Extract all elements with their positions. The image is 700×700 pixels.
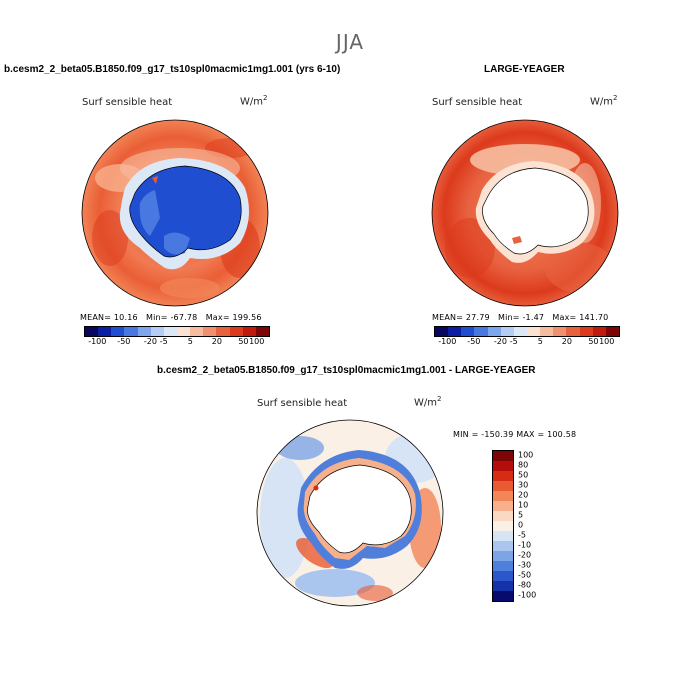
obs-colorbar-swatch (566, 327, 580, 336)
diff-colorbar-tick-label: 80 (518, 460, 529, 470)
diff-colorbar-swatch (493, 521, 513, 531)
diff-colorbar-tick-label: 5 (518, 510, 524, 520)
obs-colorbar-swatch (487, 327, 501, 336)
case-colorbar-swatch (242, 327, 256, 336)
diff-colorbar-swatch (493, 451, 513, 461)
diff-colorbar-swatch (493, 531, 513, 541)
obs-colorbar-swatch (579, 327, 593, 336)
obs-colorbar-tick-label: 100 (599, 337, 615, 346)
diff-colorbar-tick-label: 100 (518, 450, 534, 460)
case-colorbar-tick-label: -5 (159, 337, 168, 346)
case-colorbar-swatch (229, 327, 243, 336)
obs-colorbar-tick-label: -100 (438, 337, 457, 346)
case-panel-title: b.cesm2_2_beta05.B1850.f09_g17_ts10spl0m… (4, 64, 341, 75)
obs-units-label: W/m2 (590, 94, 618, 108)
obs-colorbar-swatch (500, 327, 514, 336)
case-colorbar-tick-label: 20 (211, 337, 222, 346)
diff-colorbar-tick-label: 50 (518, 470, 529, 480)
case-colorbar-swatch (111, 327, 125, 336)
case-colorbar-tick-label: -100 (88, 337, 107, 346)
obs-colorbar-tick-label: -5 (509, 337, 518, 346)
case-colorbar: -100 -50 -20 -5 5 20 50 100 (84, 326, 270, 347)
case-colorbar-tick-label: -20 (143, 337, 157, 346)
obs-colorbar-swatch (592, 327, 606, 336)
case-colorbar-swatch (85, 327, 99, 336)
diff-colorbar-swatch (493, 481, 513, 491)
diff-colorbar-tick-label: -20 (518, 550, 532, 560)
diff-colorbar-tick-label: -100 (518, 590, 537, 600)
diff-colorbar-swatch (493, 471, 513, 481)
diff-colorbar-swatch (493, 561, 513, 571)
diff-colorbar-swatch (493, 491, 513, 501)
case-colorbar-swatch (124, 327, 138, 336)
case-units-label: W/m2 (240, 94, 268, 108)
obs-panel-title: LARGE-YEAGER (484, 64, 565, 75)
diff-colorbar-swatch (493, 461, 513, 471)
obs-colorbar-swatch (435, 327, 449, 336)
obs-polar-map (431, 119, 619, 307)
obs-colorbar-tick-label: 50 (588, 337, 599, 346)
case-colorbar-swatch (203, 327, 217, 336)
case-colorbar-tick-label: 50 (238, 337, 249, 346)
case-colorbar-tick-label: 100 (249, 337, 265, 346)
obs-variable-label: Surf sensible heat (432, 97, 523, 108)
case-colorbar-swatch (255, 327, 269, 336)
case-colorbar-swatch (176, 327, 191, 336)
diff-colorbar-tick-label: 0 (518, 520, 524, 530)
diff-colorbar-tick-label: -80 (518, 580, 532, 590)
case-colorbar-tick-label: -50 (117, 337, 131, 346)
case-colorbar-swatch (98, 327, 112, 336)
case-colorbar-swatch (163, 327, 177, 336)
diff-colorbar-swatch (493, 571, 513, 581)
case-colorbar-swatch (216, 327, 230, 336)
diff-colorbar-swatch (493, 591, 513, 601)
diff-colorbar-swatch (493, 581, 513, 591)
case-colorbar-swatch (150, 327, 164, 336)
obs-colorbar-tick-label: -50 (467, 337, 481, 346)
figure-title: JJA (335, 30, 365, 54)
diff-colorbar-tick-label: -30 (518, 560, 532, 570)
obs-stats: MEAN= 27.79 Min= -1.47 Max= 141.70 (432, 313, 609, 322)
case-stats: MEAN= 10.16 Min= -67.78 Max= 199.56 (80, 313, 262, 322)
diff-colorbar-swatch (493, 501, 513, 511)
diff-colorbar-swatch (493, 541, 513, 551)
diff-colorbar-tick-label: 20 (518, 490, 529, 500)
diff-variable-label: Surf sensible heat (257, 398, 348, 409)
obs-colorbar-swatch (605, 327, 619, 336)
diff-colorbar-tick-label: -10 (518, 540, 532, 550)
obs-colorbar-swatch (553, 327, 567, 336)
obs-colorbar-swatch (513, 327, 527, 336)
diff-minmax: MIN = -150.39 MAX = 100.58 (453, 430, 577, 439)
diff-colorbar-swatch (493, 551, 513, 561)
case-polar-map (81, 119, 269, 307)
obs-colorbar-tick-label: -20 (493, 337, 507, 346)
diff-units-label: W/m2 (414, 395, 442, 409)
obs-colorbar-swatch (448, 327, 462, 336)
diff-colorbar: 100 80 50 30 20 10 5 0 -5 -10 -20 -30 -50 -80 -100 (492, 450, 558, 602)
obs-colorbar-swatch (526, 327, 541, 336)
case-colorbar-swatch (137, 327, 151, 336)
obs-colorbar-swatch (474, 327, 488, 336)
diff-polar-map (256, 419, 444, 607)
obs-colorbar-swatch (461, 327, 475, 336)
diff-colorbar-tick-label: -5 (518, 530, 526, 540)
obs-colorbar-swatch (540, 327, 554, 336)
diff-panel-title: b.cesm2_2_beta05.B1850.f09_g17_ts10spl0m… (157, 365, 536, 376)
case-variable-label: Surf sensible heat (82, 97, 173, 108)
obs-colorbar: -100 -50 -20 -5 5 20 50 100 (434, 326, 620, 347)
obs-colorbar-tick-label: 20 (561, 337, 572, 346)
case-colorbar-tick-label: 5 (187, 337, 193, 346)
diff-colorbar-tick-label: 10 (518, 500, 529, 510)
case-colorbar-swatch (190, 327, 204, 336)
diff-colorbar-tick-label: -50 (518, 570, 532, 580)
obs-colorbar-tick-label: 5 (537, 337, 543, 346)
diff-colorbar-swatch (493, 511, 513, 521)
diff-colorbar-tick-label: 30 (518, 480, 529, 490)
